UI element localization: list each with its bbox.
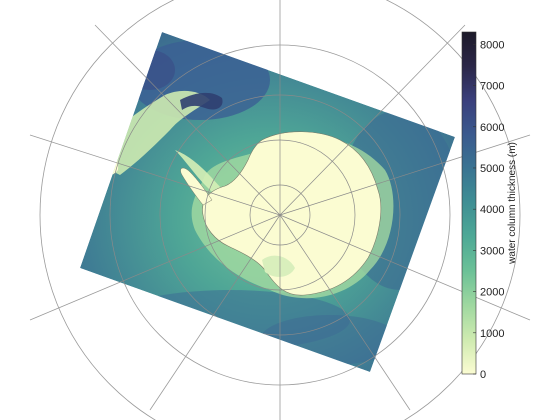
colorbar-tick-label: 7000 — [480, 81, 504, 93]
colorbar-label: water column thickness (m) — [507, 142, 518, 265]
colorbar-tick-label: 0 — [480, 369, 486, 381]
colorbar: 0 1000 2000 3000 4000 5000 6000 7000 8000 water … — [461, 31, 518, 381]
colorbar-tick-label: 4000 — [480, 204, 504, 216]
colorbar-tick-label: 6000 — [480, 122, 504, 134]
colorbar-tick-label: 5000 — [480, 163, 504, 175]
colorbar-tick-label: 2000 — [480, 287, 504, 299]
colorbar-tick-label: 3000 — [480, 245, 504, 257]
colorbar-bar — [461, 31, 477, 375]
colorbar-tick-label: 8000 — [480, 39, 504, 51]
antarctica-land — [202, 131, 382, 296]
south-sandwich-trench — [180, 92, 223, 110]
colorbar-ticks: 0 1000 2000 3000 4000 5000 6000 7000 8000 — [473, 39, 504, 381]
antarctic-peninsula — [180, 167, 213, 206]
ross-sea-shelf — [262, 255, 295, 277]
colorbar-tick-label: 1000 — [480, 328, 504, 340]
